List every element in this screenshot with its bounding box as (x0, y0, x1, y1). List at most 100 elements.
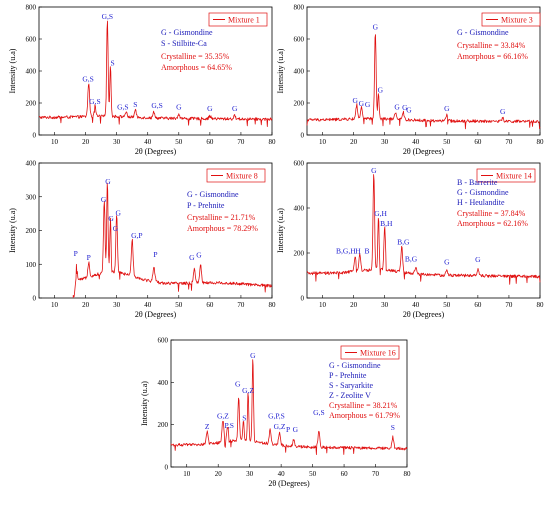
legend: Mixture 14 (476, 168, 536, 183)
peak-label: G (365, 100, 371, 109)
x-tick-label: 10 (183, 470, 191, 478)
peak-label: G (235, 380, 241, 389)
x-tick-label: 30 (246, 470, 254, 478)
peak-label: G (373, 22, 379, 31)
peak-label: G,Z (242, 386, 254, 395)
peak-label: G,S (82, 74, 93, 83)
peak-label: G,P (131, 231, 142, 240)
peak-label: G (116, 208, 122, 217)
phase-key: S - Stilbite-Ca (161, 39, 207, 48)
x-tick-label: 70 (237, 301, 245, 309)
peak-label: G,S (117, 102, 128, 111)
legend-box (208, 12, 268, 27)
peak-label: G,S (102, 12, 113, 21)
peak-label: G,S (151, 101, 162, 110)
peak-label: P,S (225, 421, 234, 430)
legend: Mixture 8 (206, 168, 266, 183)
crystallinity-note: Amorphous = 78.29% (187, 224, 258, 233)
y-tick-label: 400 (26, 68, 37, 76)
peak-label: S (242, 413, 246, 422)
phase-key: P - Prehnite (187, 201, 225, 210)
peak-label: B (364, 246, 369, 255)
x-tick-label: 50 (309, 470, 317, 478)
legend-box (476, 168, 536, 183)
x-tick-label: 10 (319, 301, 327, 309)
x-tick-label: 30 (113, 301, 121, 309)
peak-label: G,S (313, 408, 324, 417)
plot-frame (306, 162, 541, 299)
peak-label: G (371, 166, 377, 175)
peak-label: B,G (405, 255, 418, 264)
peak-label: G (176, 102, 182, 111)
crystallinity-note: Crystalline = 35.35% (161, 52, 230, 61)
xrd-series-line (170, 359, 408, 456)
legend-box (481, 12, 541, 27)
y-tick-label: 200 (26, 100, 37, 108)
y-tick-label: 600 (158, 337, 169, 345)
peak-label: G (113, 224, 119, 233)
x-axis-title: 2θ (Degrees) (135, 147, 177, 156)
x-tick-label: 60 (474, 301, 482, 309)
peak-label: S (133, 100, 137, 109)
peak-label: G (444, 257, 450, 266)
legend-label: Mixture 14 (496, 172, 532, 181)
xrd-series-line (306, 34, 541, 130)
peak-label: P (286, 425, 290, 434)
peak-label: G,S (89, 97, 100, 106)
crystallinity-note: Amorphous = 64.65% (161, 63, 232, 72)
x-tick-label: 50 (443, 138, 451, 146)
peak-label: G (189, 253, 195, 262)
peak-label: G (108, 214, 114, 223)
x-tick-label: 20 (350, 301, 358, 309)
phase-key: S - Saryarkite (329, 381, 373, 390)
phase-key: G - Gismondine (457, 188, 509, 197)
phase-key: G - Gismondine (329, 361, 381, 370)
x-tick-label: 10 (51, 138, 59, 146)
legend-label: Mixture 8 (226, 172, 258, 181)
peak-label: G (101, 195, 107, 204)
peak-label: G (359, 99, 365, 108)
x-tick-label: 40 (412, 138, 420, 146)
peak-label: G (293, 425, 299, 434)
x-tick-label: 10 (319, 138, 327, 146)
x-tick-label: 10 (51, 301, 59, 309)
x-tick-label: 20 (82, 138, 90, 146)
peak-label: P (74, 249, 78, 258)
xrd-series-line (38, 20, 273, 127)
y-axis-title: Intensity (u.a) (8, 48, 17, 93)
y-tick-label: 800 (26, 4, 37, 12)
peak-label: P (153, 250, 157, 259)
y-tick-label: 0 (301, 132, 305, 140)
x-tick-label: 40 (412, 301, 420, 309)
y-tick-label: 400 (26, 160, 37, 168)
x-axis-title: 2θ (Degrees) (403, 310, 445, 319)
peak-label: H (355, 246, 361, 255)
phase-key: Z - Zeolite V (329, 391, 371, 400)
peak-label: S (111, 58, 115, 67)
legend-label: Mixture 16 (360, 349, 396, 358)
y-tick-label: 200 (158, 421, 169, 429)
peak-label: G,Z (217, 411, 229, 420)
y-tick-label: 600 (26, 36, 37, 44)
crystallinity-note: Amorphous = 61.79% (329, 411, 400, 420)
x-tick-label: 30 (381, 138, 389, 146)
y-tick-label: 200 (294, 100, 305, 108)
x-axis-title: 2θ (Degrees) (135, 310, 177, 319)
peak-label: G,P,S (268, 411, 285, 420)
crystallinity-note: Crystalline = 21.71% (187, 213, 256, 222)
y-tick-label: 400 (158, 379, 169, 387)
peak-label: G (250, 351, 256, 360)
legend-box (340, 345, 400, 360)
peak-label: S (391, 423, 395, 432)
legend-label: Mixture 1 (228, 16, 260, 25)
peak-label: G (406, 105, 412, 114)
peak-label: G (394, 102, 400, 111)
y-tick-label: 400 (294, 68, 305, 76)
y-tick-label: 0 (33, 132, 37, 140)
y-tick-label: 300 (26, 193, 37, 201)
phase-key: H - Heulandite (457, 198, 505, 207)
peak-label: G (352, 96, 358, 105)
x-tick-label: 50 (175, 138, 183, 146)
